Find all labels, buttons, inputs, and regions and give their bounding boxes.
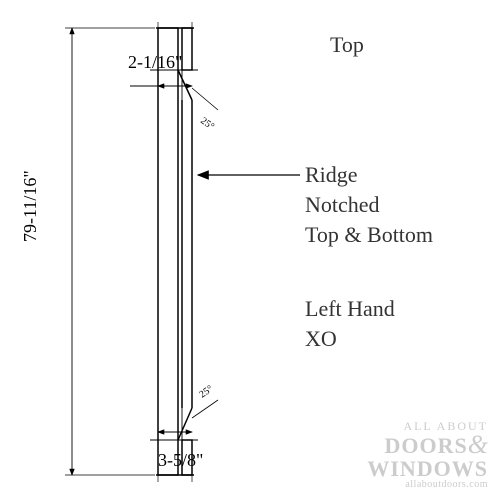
watermark-url: allaboutdoors.com	[367, 480, 488, 490]
brand-watermark: ALL ABOUT DOORS& WINDOWS allaboutdoors.c…	[367, 420, 488, 490]
dim-botwidth-label: 3-5/8"	[158, 450, 203, 471]
angle-leader-top	[192, 88, 218, 110]
ridge-upper-stub	[182, 28, 192, 70]
dim-topwidth-label: 2-1/16"	[128, 52, 182, 73]
diagram-canvas: 25° 25° 79-11/16" 2-1/16" 3-5/8" Top Rid…	[0, 0, 500, 500]
bottom-bevel	[178, 408, 192, 440]
top-bevel	[178, 70, 192, 100]
label-ridge-2: Notched	[305, 192, 380, 218]
angle-label-top: 25°	[198, 115, 216, 132]
angle-label-bottom: 25°	[197, 383, 215, 400]
label-ridge-1: Ridge	[305, 162, 358, 188]
label-hand-1: Left Hand	[305, 296, 395, 322]
watermark-doors: DOORS	[385, 433, 468, 458]
watermark-amp: &	[468, 430, 488, 459]
label-top: Top	[330, 32, 364, 58]
angle-leader-bottom	[192, 400, 218, 418]
label-ridge-3: Top & Bottom	[305, 222, 433, 248]
dim-height-label: 79-11/16"	[20, 170, 41, 242]
profile-body	[158, 28, 178, 475]
label-hand-2: XO	[305, 326, 337, 352]
watermark-windows: WINDOWS	[367, 458, 488, 480]
